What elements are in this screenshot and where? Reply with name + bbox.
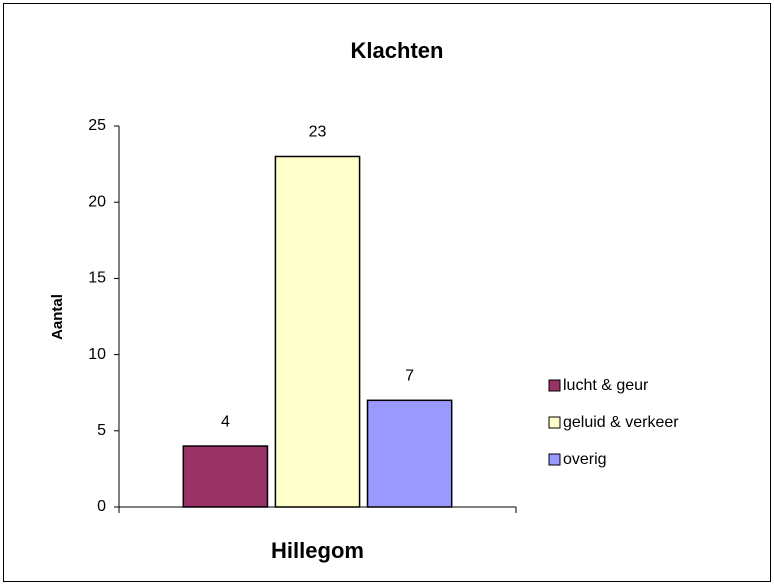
- legend-label: lucht & geur: [563, 377, 649, 394]
- legend-swatch: [548, 379, 561, 392]
- data-label: 4: [221, 413, 230, 430]
- y-tick-label: 15: [88, 270, 106, 287]
- legend-swatch: [548, 453, 561, 466]
- bar: [366, 399, 453, 508]
- y-tick-label: 10: [88, 346, 106, 363]
- legend-label: geluid & verkeer: [563, 414, 679, 431]
- legend-label: overig: [563, 451, 607, 468]
- data-label: 7: [405, 368, 414, 385]
- bar: [182, 445, 269, 508]
- y-tick-label: 25: [88, 117, 106, 134]
- y-tick-label: 5: [97, 422, 106, 439]
- y-tick-label: 0: [97, 498, 106, 515]
- legend-swatch: [548, 416, 561, 429]
- bar: [274, 155, 361, 508]
- x-tick-label: Hillegom: [271, 538, 364, 563]
- y-tick-label: 20: [88, 193, 106, 210]
- data-label: 23: [309, 124, 327, 141]
- chart-title: Klachten: [351, 38, 444, 63]
- y-axis-label: Aantal: [49, 294, 66, 340]
